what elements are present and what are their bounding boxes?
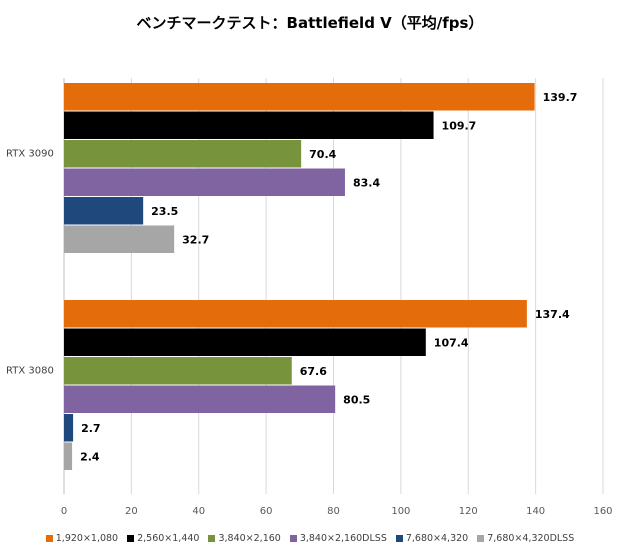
data-label: 67.6: [300, 365, 327, 378]
legend-swatch: [208, 534, 216, 542]
x-tick-label: 0: [61, 506, 67, 517]
x-tick-label: 120: [459, 506, 478, 517]
legend-item: 2,560×1,440: [127, 533, 199, 544]
bar: [64, 414, 74, 442]
legend-swatch: [395, 534, 403, 542]
legend: 1,920×1,080 2,560×1,440 3,840×2,160 3,840×2…: [0, 529, 620, 547]
bar: [64, 225, 175, 253]
bar: [64, 442, 73, 470]
legend-label: 7,680×4,320DLSS: [487, 532, 575, 544]
legend-item: 3,840×2,160DLSS: [289, 532, 387, 544]
bar: [64, 83, 535, 111]
chart-title: ベンチマークテスト：Battlefield V（平均/fps）: [136, 14, 484, 32]
legend-item: 7,680×4,320: [395, 532, 469, 544]
legend-label: 3,840×2,160DLSS: [299, 532, 387, 544]
x-tick-label: 60: [260, 506, 273, 517]
legend-item: 1,920×1,080: [45, 532, 119, 544]
data-label: 109.7: [442, 119, 477, 132]
data-label: 83.4: [353, 176, 380, 189]
legend-item: 7,680×4,320DLSS: [477, 533, 574, 544]
bar: [64, 197, 144, 225]
bar: [64, 300, 527, 328]
data-label: 107.4: [434, 336, 469, 349]
data-label: 23.5: [151, 205, 178, 218]
legend-swatch: [477, 534, 485, 542]
y-category-label: RTX 3080: [6, 366, 54, 377]
legend-swatch: [289, 534, 297, 542]
legend-swatch: [45, 534, 53, 542]
x-tick-label: 100: [391, 506, 410, 517]
data-label: 80.5: [343, 393, 370, 406]
data-label: 70.4: [309, 148, 336, 161]
legend-item: 3,840×2,160: [208, 532, 281, 544]
x-tick-label: 140: [526, 506, 545, 517]
data-label: 32.7: [182, 233, 209, 246]
legend-label: 1,920×1,080: [55, 532, 119, 544]
data-label: 137.4: [535, 308, 570, 321]
legend-label: 3,840×2,160: [218, 532, 281, 544]
bar: [64, 385, 336, 413]
x-tick-label: 80: [327, 506, 340, 517]
x-tick-label: 40: [192, 506, 205, 517]
x-tick-label: 20: [125, 506, 138, 517]
legend-label: 2,560×1,440: [137, 532, 200, 544]
data-label: 2.4: [80, 450, 100, 463]
bar: [64, 328, 426, 356]
legend-swatch: [127, 534, 135, 542]
bar: [64, 140, 302, 168]
y-category-label: RTX 3090: [6, 149, 54, 160]
x-tick-label: 160: [593, 506, 612, 517]
legend-label: 7,680×4,320: [405, 532, 469, 544]
bar: [64, 357, 292, 385]
bar: [64, 168, 345, 196]
data-label: 139.7: [543, 91, 578, 104]
bar: [64, 111, 434, 139]
data-label: 2.7: [81, 422, 101, 435]
